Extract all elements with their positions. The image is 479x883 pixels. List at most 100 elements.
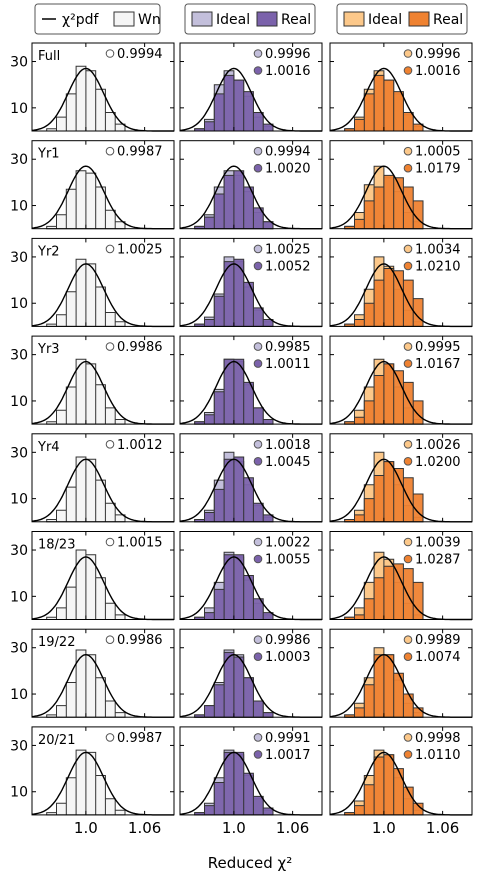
panel-frame xyxy=(329,140,473,230)
histogram-orange-real xyxy=(344,74,424,132)
value-marker-dot xyxy=(105,244,115,254)
panel-5-2: 1.0039 1.0287 xyxy=(329,531,473,621)
panel-frame xyxy=(179,237,323,327)
panel-frame xyxy=(31,237,175,327)
value-label-orange-real: 1.0074 xyxy=(415,650,461,665)
y-tick-label: 30 xyxy=(10,348,28,364)
y-tick-label: 30 xyxy=(10,250,28,266)
value-marker-dot xyxy=(403,457,413,466)
value-marker-dot xyxy=(403,733,413,742)
panel-6-2: 0.9989 1.0074 xyxy=(329,628,473,718)
value-label-purple-ideal: 0.9996 xyxy=(265,47,311,62)
x-axis-label: Reduced χ² xyxy=(208,854,292,872)
legend-orange: Ideal Real xyxy=(336,3,468,35)
legend-orange-real-swatch xyxy=(408,11,430,27)
value-marker-dot xyxy=(253,635,263,645)
panel-4-1: 1.0018 1.0045 xyxy=(179,433,323,523)
row-label: Yr2 xyxy=(37,244,60,259)
value-label-orange-real: 1.0287 xyxy=(415,553,461,568)
value-marker-dot xyxy=(253,359,263,368)
y-tick-label: 10 xyxy=(10,589,28,605)
x-tick-label: 1.06 xyxy=(128,819,161,837)
panel-5-0: 10 30 18/23 1.0015 xyxy=(10,531,175,621)
legend-label-orange-real: Real xyxy=(433,12,463,28)
value-label-purple-real: 1.0055 xyxy=(265,553,311,568)
panel-7-1: 0.9991 1.0017 1.0 1.06 xyxy=(179,726,323,837)
panel-frame xyxy=(31,140,175,230)
panel-frame xyxy=(329,237,473,327)
panel-frame xyxy=(329,628,473,718)
value-label-purple-ideal: 0.9985 xyxy=(265,340,311,355)
value-marker-dot xyxy=(403,49,413,58)
value-marker-dot xyxy=(105,49,115,58)
legend-label-wn: Wn xyxy=(138,12,161,28)
value-marker-dot xyxy=(105,146,115,156)
panel-frame xyxy=(31,42,175,132)
value-label-white: 1.0012 xyxy=(117,438,163,453)
y-tick-label: 30 xyxy=(10,738,28,754)
histogram-white xyxy=(46,456,126,523)
panel-frame xyxy=(31,628,175,718)
histogram-white xyxy=(46,549,126,620)
value-marker-dot xyxy=(253,66,263,75)
value-label-purple-ideal: 0.9994 xyxy=(265,145,311,160)
value-label-orange-real: 1.0016 xyxy=(415,64,461,79)
panel-6-1: 0.9986 1.0003 xyxy=(179,628,323,718)
legend-purple: Ideal Real xyxy=(184,3,316,35)
histogram-orange-real xyxy=(344,754,424,816)
y-tick-label: 30 xyxy=(10,55,28,71)
value-marker-dot xyxy=(403,342,413,351)
value-label-orange-real: 1.0210 xyxy=(415,259,461,274)
value-marker-dot xyxy=(105,440,115,449)
panel-6-0: 10 30 19/22 0.9986 xyxy=(10,628,175,718)
panel-frame xyxy=(179,726,323,816)
x-tick-label: 1.0 xyxy=(74,819,98,837)
panel-frame xyxy=(31,531,175,620)
value-label-orange-ideal: 1.0026 xyxy=(415,438,461,453)
histogram-purple-real xyxy=(194,554,274,620)
value-marker-dot xyxy=(403,635,413,645)
value-marker-dot xyxy=(253,457,263,466)
value-label-orange-real: 1.0200 xyxy=(415,455,461,470)
value-label-orange-real: 1.0167 xyxy=(415,357,461,372)
value-label-purple-ideal: 1.0018 xyxy=(265,438,311,453)
panel-3-2: 0.9995 1.0167 xyxy=(329,335,473,425)
value-label-purple-ideal: 1.0022 xyxy=(265,536,311,551)
value-label-purple-ideal: 1.0025 xyxy=(265,242,311,257)
histogram-purple-real xyxy=(194,258,274,327)
value-marker-dot xyxy=(403,554,413,564)
panel-frame xyxy=(329,531,473,620)
histogram-orange-real xyxy=(344,174,424,230)
value-label-orange-ideal: 0.9989 xyxy=(415,633,461,648)
histogram-white xyxy=(46,170,126,230)
panel-frame xyxy=(179,531,323,620)
panel-frame xyxy=(179,433,323,523)
panel-0-1: 0.9996 1.0016 xyxy=(179,42,323,132)
panel-7-0: 10 30 20/21 0.9987 1.0 1.06 xyxy=(10,726,175,837)
value-marker-dot xyxy=(253,554,263,564)
value-label-purple-real: 1.0017 xyxy=(265,748,311,763)
legend-label-purple-real: Real xyxy=(281,12,311,28)
value-marker-dot xyxy=(403,359,413,368)
histogram-purple-real xyxy=(194,358,274,425)
value-label-orange-ideal: 1.0034 xyxy=(415,242,461,257)
panel-1-0: 10 30 Yr1 0.9987 xyxy=(10,140,175,230)
histogram-purple-real xyxy=(194,74,274,132)
value-label-orange-ideal: 0.9996 xyxy=(415,47,461,62)
histogram-orange-real xyxy=(344,268,424,327)
value-label-white: 0.9986 xyxy=(117,340,163,355)
value-label-purple-ideal: 0.9991 xyxy=(265,731,311,746)
y-tick-label: 10 xyxy=(10,199,28,215)
row-label: Yr1 xyxy=(37,147,60,162)
panel-frame xyxy=(329,335,473,425)
panel-2-0: 10 30 Yr2 1.0025 xyxy=(10,237,175,328)
panel-frame xyxy=(329,433,473,523)
value-marker-dot xyxy=(253,733,263,742)
value-marker-dot xyxy=(403,163,413,173)
legend-label-pdf: χ²pdf xyxy=(62,12,99,28)
value-marker-dot xyxy=(253,49,263,58)
value-label-orange-real: 1.0110 xyxy=(415,748,461,763)
value-marker-dot xyxy=(105,733,115,742)
y-tick-label: 30 xyxy=(10,543,28,559)
histogram-white xyxy=(46,649,126,718)
